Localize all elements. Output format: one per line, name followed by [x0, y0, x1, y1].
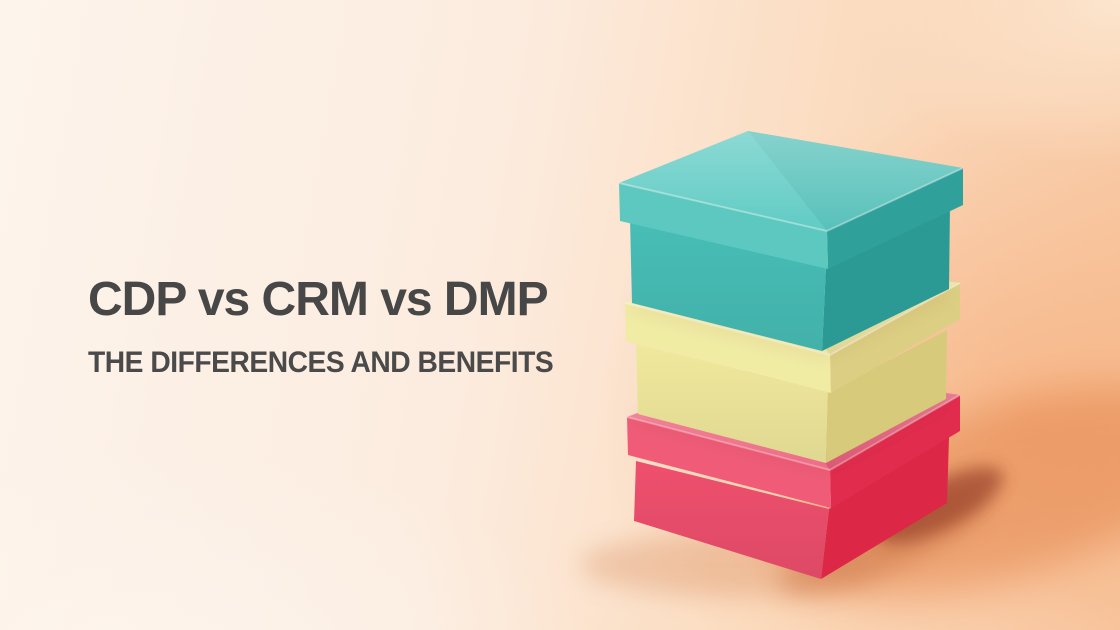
teal-box-lid-front — [619, 183, 828, 269]
yellow-box-base-side — [826, 330, 947, 463]
teal-box-lid-top-shine — [619, 131, 963, 231]
teal-on-yellow-seam-shadow — [631, 289, 949, 356]
page-subtitle: THE DIFFERENCES AND BENEFITS — [88, 346, 554, 379]
pink-box-lid-edge-highlight — [626, 394, 961, 472]
pink-box-lid-side — [830, 395, 960, 508]
yellow-box-lid-side — [830, 283, 960, 393]
page-title: CDP vs CRM vs DMP — [88, 273, 549, 326]
teal-box-base-front-shade — [630, 218, 826, 351]
teal-box — [618, 131, 964, 351]
pink-box-base-side — [821, 437, 949, 579]
yellow-box-lid-front — [625, 303, 831, 393]
teal-box-lid-side — [827, 168, 963, 269]
pink-box-lid-front — [627, 417, 831, 508]
yellow-on-pink-seam-shadow — [637, 400, 947, 469]
pink-box-base-front-shade — [634, 461, 829, 579]
teal-box-base-side — [822, 204, 950, 351]
yellow-box-base-front-shade — [636, 344, 828, 463]
teal-box-lid-edge-highlight — [618, 167, 964, 233]
